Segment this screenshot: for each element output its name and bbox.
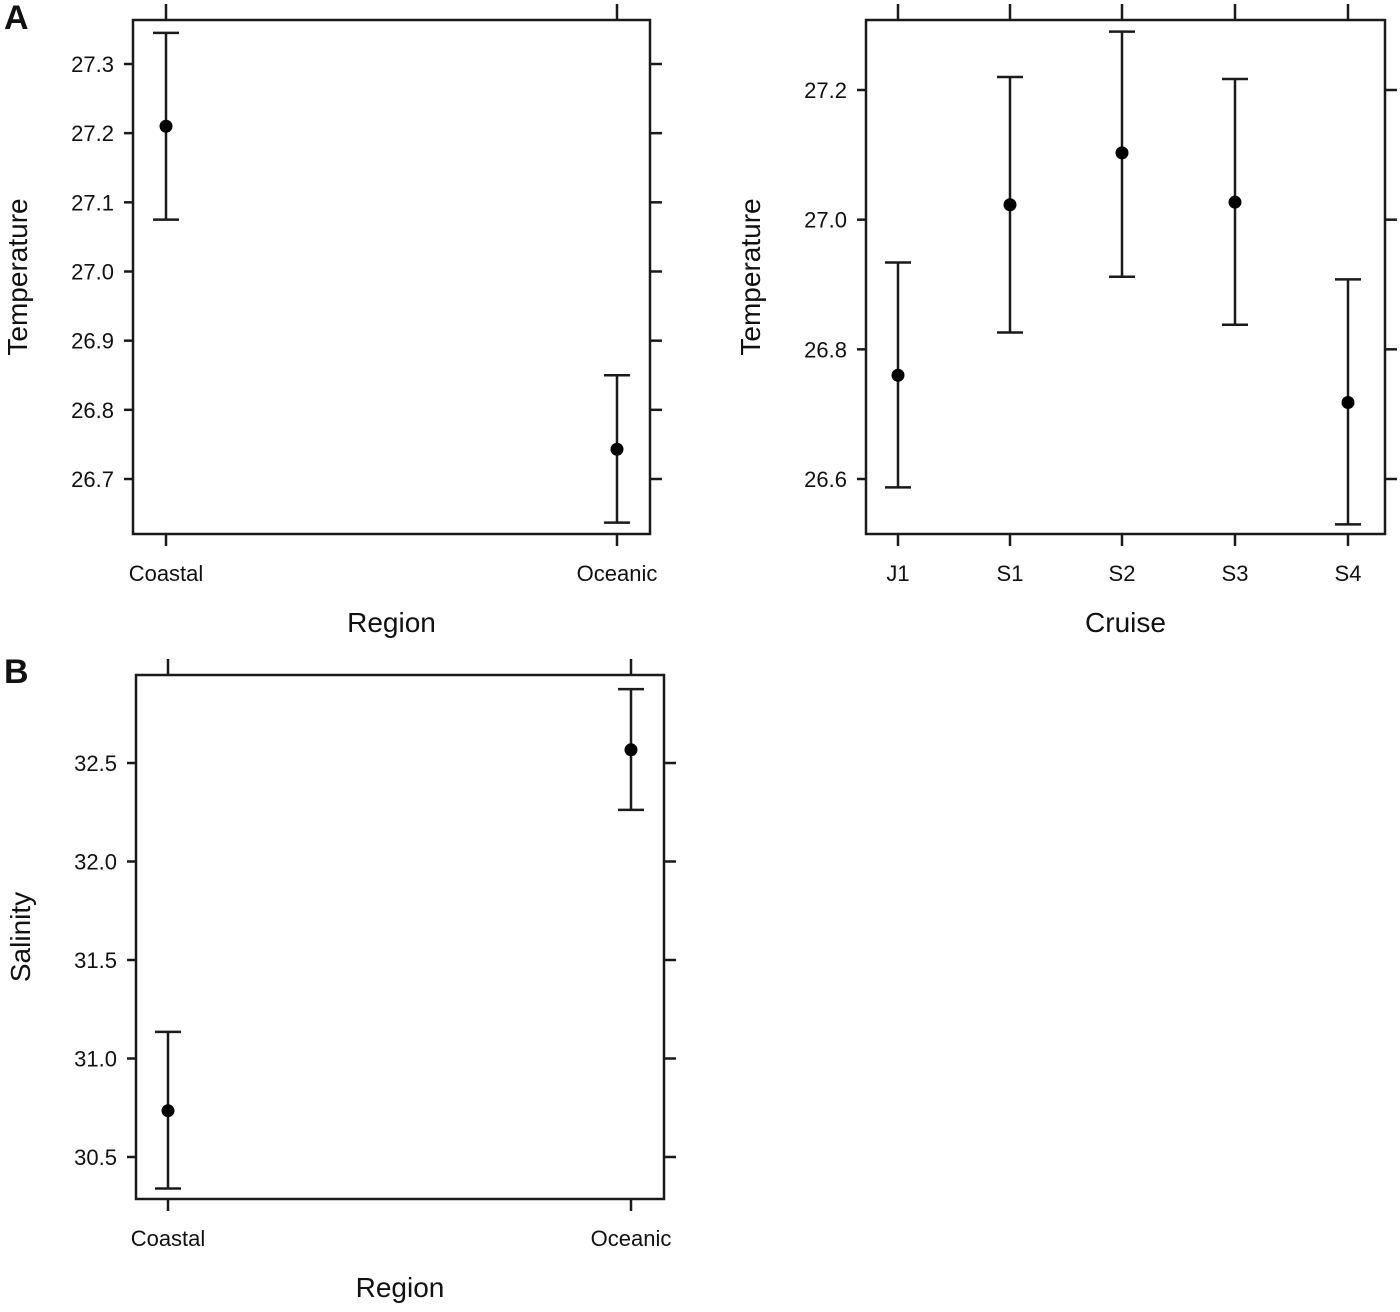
y-tick-label: 31.5 bbox=[74, 948, 117, 973]
y-tick-label: 26.8 bbox=[804, 337, 847, 362]
plot-frame bbox=[131, 18, 652, 536]
x-tick-label: Oceanic bbox=[577, 561, 658, 586]
chart-temperature-by-region: 26.7 26.8 26.9 27.0 27.1 27.2 27.3 Coastal Ocean… bbox=[2, 4, 662, 638]
y-tick-label: 26.7 bbox=[71, 467, 114, 492]
x-axis-title: Cruise bbox=[1085, 607, 1166, 638]
y-tick-label: 27.2 bbox=[804, 78, 847, 103]
data-point bbox=[891, 368, 905, 382]
chart-salinity-by-region: 30.5 31.0 31.5 32.0 32.5 Coastal Oceanic Region… bbox=[5, 659, 676, 1303]
data-point bbox=[159, 119, 173, 133]
x-axis-title: Region bbox=[356, 1272, 445, 1303]
x-tick-label: Coastal bbox=[129, 561, 204, 586]
y-tick-label: 32.5 bbox=[74, 751, 117, 776]
panel-label-b: B bbox=[4, 653, 29, 691]
data-point bbox=[624, 743, 638, 757]
x-tick-label: S2 bbox=[1109, 561, 1136, 586]
y-tick-label: 32.0 bbox=[74, 850, 117, 875]
y-axis-title: Salinity bbox=[5, 892, 36, 982]
y-tick-label: 26.8 bbox=[71, 398, 114, 423]
y-tick-label: 27.0 bbox=[71, 260, 114, 285]
y-axis-title: Temperature bbox=[735, 198, 766, 355]
y-tick-label: 26.9 bbox=[71, 329, 114, 354]
x-tick-label: Oceanic bbox=[591, 1226, 672, 1251]
x-tick-label: S3 bbox=[1222, 561, 1249, 586]
y-tick-label: 27.1 bbox=[71, 190, 114, 215]
y-axis-title: Temperature bbox=[2, 198, 33, 355]
y-tick-label: 27.3 bbox=[71, 52, 114, 77]
x-tick-label: S4 bbox=[1335, 561, 1362, 586]
x-axis-title: Region bbox=[347, 607, 436, 638]
data-point bbox=[1003, 198, 1017, 212]
y-tick-label: 31.0 bbox=[74, 1047, 117, 1072]
data-point bbox=[1115, 146, 1129, 160]
data-point bbox=[1341, 395, 1355, 409]
y-tick-label: 27.0 bbox=[804, 208, 847, 233]
data-point bbox=[1228, 195, 1242, 209]
y-tick-label: 26.6 bbox=[804, 467, 847, 492]
y-tick-label: 30.5 bbox=[74, 1145, 117, 1170]
chart-temperature-by-cruise: 26.6 26.8 27.0 27.2 J1 S1 S2 S3 S4 Cruise Temperat… bbox=[735, 4, 1397, 638]
x-tick-label: S1 bbox=[997, 561, 1024, 586]
plot-frame bbox=[864, 18, 1387, 536]
x-tick-label: J1 bbox=[886, 561, 909, 586]
plot-frame bbox=[134, 673, 666, 1201]
panel-label-a: A bbox=[4, 0, 29, 37]
y-tick-label: 27.2 bbox=[71, 121, 114, 146]
data-point bbox=[610, 442, 624, 456]
data-point bbox=[161, 1104, 175, 1118]
x-tick-label: Coastal bbox=[131, 1226, 206, 1251]
